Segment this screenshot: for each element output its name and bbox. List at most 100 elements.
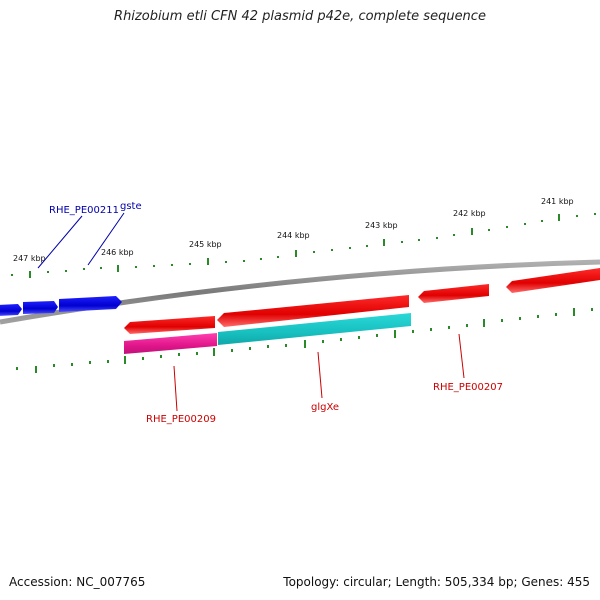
tick [153,265,155,267]
pink-feature[interactable] [124,333,217,354]
tick [71,363,73,366]
lower-tick-track [16,308,593,373]
tick [225,261,227,263]
gene-arrow-reverse[interactable] [418,284,489,303]
tick [501,319,503,322]
tick [483,319,485,327]
tick-label-241kbp: 241 kbp [541,197,574,206]
feature-track [124,313,411,354]
tick [207,258,209,265]
tick [576,215,578,217]
tick [349,247,351,249]
leader-line-rhe-pe00211 [37,215,83,269]
tick-label-245kbp: 245 kbp [189,240,222,249]
tick [418,239,420,241]
tick [524,223,526,225]
cyan-feature[interactable] [218,313,411,345]
gene-arrow-reverse[interactable] [124,316,215,334]
tick [453,234,455,236]
tick [448,326,450,329]
tick [573,308,575,316]
tick [591,308,593,311]
leader-line-rhe-pe00207 [458,333,465,379]
tick [376,334,378,337]
tick [35,366,37,373]
tick [340,338,342,341]
tick [189,263,191,265]
tick [558,214,560,221]
tick [594,213,596,215]
tick [47,271,49,273]
tick [506,226,508,228]
tick-label-244kbp: 244 kbp [277,231,310,240]
tick [471,228,473,235]
tick [488,229,490,231]
gene-arrow-reverse[interactable] [506,268,600,293]
tick [231,349,233,352]
tick [29,271,31,278]
tick [249,347,251,350]
gene-label-rhe-pe00211[interactable]: RHE_PE00211 [49,205,119,216]
forward-gene-track [0,296,122,316]
tick [555,313,557,316]
tick-label-247kbp: 247 kbp [13,254,46,263]
tick [16,367,18,370]
tick [267,345,269,348]
gene-label-gste[interactable]: gste [120,201,142,212]
upper-tick-track [11,213,596,278]
tick [65,270,67,272]
tick [394,330,396,338]
tick [213,348,215,356]
tick [100,267,102,269]
leader-line-gste [87,212,125,266]
tick-label-243kbp: 243 kbp [365,221,398,230]
map-title: Rhizobium etli CFN 42 plasmid p42e, comp… [114,9,486,24]
tick [53,364,55,367]
tick [160,355,162,358]
tick [383,239,385,246]
tick-label-246kbp: 246 kbp [101,248,134,257]
tick [519,317,521,320]
tick [541,220,543,222]
tick-label-242kbp: 242 kbp [453,209,486,218]
tick [430,328,432,331]
tick [142,357,144,360]
tick [537,315,539,318]
tick [466,324,468,327]
tick [322,340,324,343]
tick [436,237,438,239]
tick [243,260,245,262]
gene-label-rhe-pe00209[interactable]: RHE_PE00209 [146,414,216,425]
tick [124,356,126,364]
gene-arrow-forward[interactable] [23,301,58,314]
tick [366,245,368,247]
tick [304,340,306,348]
leader-line-rhe-pe00209 [173,365,178,412]
tick [178,353,180,356]
gene-label-rhe-pe00207[interactable]: RHE_PE00207 [433,382,503,393]
tick [135,266,137,268]
tick [331,249,333,251]
tick [11,274,13,276]
topology-label: Topology: circular; Length: 505,334 bp; … [283,575,590,589]
gene-label-glgxe[interactable]: glgXe [311,402,339,413]
tick [196,352,198,355]
tick [83,268,85,270]
tick [107,360,109,363]
tick [358,336,360,339]
tick [285,344,287,347]
tick [117,265,119,272]
tick [295,250,297,257]
accession-label: Accession: NC_007765 [9,575,146,589]
tick [313,251,315,253]
tick [401,241,403,243]
leader-line-glgxe [317,351,323,399]
gene-arrow-forward[interactable] [59,296,122,312]
reverse-gene-track [124,268,600,334]
gene-arrow-reverse[interactable] [217,295,409,327]
tick [171,264,173,266]
gene-arrow-forward[interactable] [0,304,22,316]
tick [412,330,414,333]
tick [89,361,91,364]
